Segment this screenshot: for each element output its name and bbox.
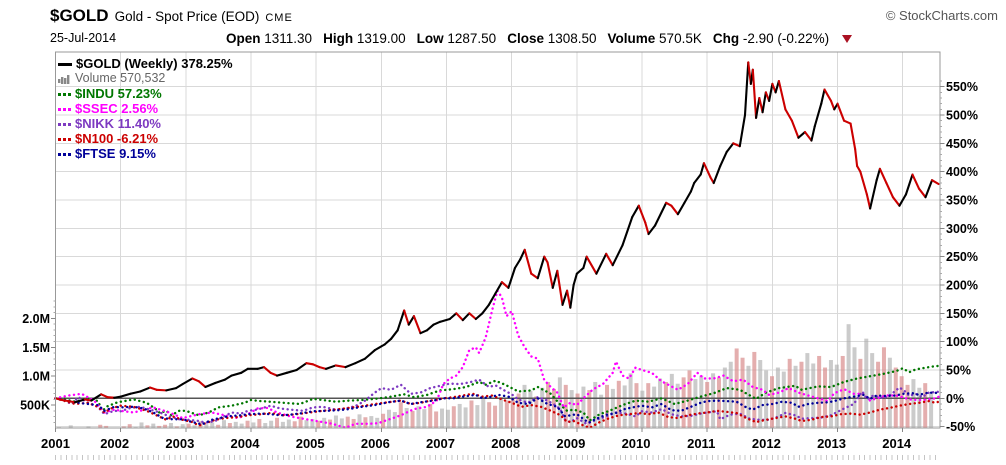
x-axis-year-label: 2009 <box>556 436 585 451</box>
bottom-axis: 2001 2002 2003 2004 2005 2006 2007 2008 2009 2010… <box>41 428 936 460</box>
gridlines <box>55 52 940 428</box>
quote-field-value: 1308.50 <box>543 31 597 46</box>
legend-item-n100: $N100 -6.21% <box>58 131 233 146</box>
left-axis-label: 1.5M <box>22 341 50 355</box>
right-axis-label: 300% <box>946 222 978 236</box>
series-gold <box>54 61 940 404</box>
legend-item-ftse: $FTSE 9.15% <box>58 146 233 161</box>
x-axis-year-label: 2006 <box>361 436 390 451</box>
chart-legend: $GOLD (Weekly) 378.25% Volume 570,532 $IND… <box>58 56 233 161</box>
series-ftse <box>54 391 940 426</box>
quote-field-label: Low <box>416 31 444 46</box>
series-nikk <box>54 378 940 426</box>
legend-item-label: $NIKK 11.40% <box>75 116 161 131</box>
right-axis-label: 550% <box>946 80 978 94</box>
right-axis-label: 250% <box>946 250 978 264</box>
legend-item-label: $SSEC 2.56% <box>75 101 159 116</box>
quote-field-label: Chg <box>712 31 740 46</box>
x-axis-year-label: 2002 <box>100 436 129 451</box>
x-axis-year-label: 2004 <box>231 436 261 451</box>
legend-item-nikk: $NIKK 11.40% <box>58 116 233 131</box>
right-axis-label: 50% <box>946 363 971 377</box>
dotted-line-marker-icon <box>58 123 71 127</box>
dotted-line-marker-icon <box>58 138 71 142</box>
quote-field-high: High 1319.00 <box>323 31 406 46</box>
volume-histogram-icon <box>58 74 70 84</box>
series-indu <box>54 364 940 422</box>
right-axis-label: 350% <box>946 194 978 208</box>
right-axis-label: 100% <box>946 335 978 349</box>
stockcharts-copyright: © StockCharts.com <box>885 8 998 23</box>
quote-field-value: 1319.00 <box>353 31 406 46</box>
x-axis-year-label: 2001 <box>41 436 70 451</box>
x-axis-year-label: 2010 <box>622 436 651 451</box>
volume-bars <box>57 324 934 428</box>
quote-field-volume: Volume 570.5K <box>608 31 702 46</box>
x-axis-year-label: 2013 <box>817 436 846 451</box>
x-axis-year-label: 2014 <box>882 436 912 451</box>
quote-field-value: 570.5K <box>655 31 702 46</box>
legend-item-label: $INDU 57.23% <box>75 86 162 101</box>
ticker-description: Gold - Spot Price (EOD) <box>114 9 260 24</box>
exchange-label: CME <box>265 12 293 24</box>
left-axis: 2.0M 1.5M 1.0M 500K <box>20 300 56 423</box>
quote-field-label: High <box>323 31 354 46</box>
x-axis-year-label: 2005 <box>296 436 325 451</box>
left-axis-label: 500K <box>20 399 50 413</box>
x-axis-year-label: 2012 <box>752 436 781 451</box>
right-axis-label: 0% <box>946 392 964 406</box>
quote-field-value: -2.90 (-0.22%) <box>739 31 830 46</box>
quote-field-open: Open 1311.30 <box>226 31 312 46</box>
left-axis-label: 2.0M <box>22 312 50 326</box>
quote-field-low: Low 1287.50 <box>417 31 497 46</box>
quote-field-label: Close <box>507 31 544 46</box>
right-axis-label: 150% <box>946 307 978 321</box>
legend-item-label: $N100 -6.21% <box>75 131 159 146</box>
x-axis-year-label: 2007 <box>426 436 455 451</box>
right-axis-label: 500% <box>946 109 978 123</box>
quote-field-value: 1287.50 <box>443 31 497 46</box>
quote-field-label: Volume <box>607 31 656 46</box>
legend-item-gold: $GOLD (Weekly) 378.25% <box>58 56 233 71</box>
gold-line-marker-icon <box>58 63 72 67</box>
right-axis: 550% 500% 450% 400% 350% 300% 250% 200% 150% 100%… <box>940 80 978 434</box>
series-n100 <box>54 392 940 430</box>
legend-item-indu: $INDU 57.23% <box>58 86 233 101</box>
x-axis-year-label: 2008 <box>491 436 520 451</box>
x-axis-year-label: 2011 <box>687 436 715 451</box>
dotted-line-marker-icon <box>58 108 71 112</box>
dotted-line-marker-icon <box>58 153 71 157</box>
quote-date: 25-Jul-2014 <box>50 31 117 45</box>
right-axis-label: -50% <box>946 420 975 434</box>
quote-field-label: Open <box>226 31 261 46</box>
dotted-line-marker-icon <box>58 93 71 97</box>
legend-item-volume: Volume 570,532 <box>58 71 233 86</box>
right-axis-label: 450% <box>946 137 978 151</box>
right-axis-label: 200% <box>946 279 978 293</box>
quote-field-value: 1311.30 <box>260 31 313 46</box>
series-ssec <box>54 287 940 430</box>
quote-field-close: Close 1308.50 <box>507 31 596 46</box>
x-axis-year-label: 2003 <box>165 436 194 451</box>
legend-item-ssec: $SSEC 2.56% <box>58 101 233 116</box>
chart-header: $GOLD Gold - Spot Price (EOD) CME <box>50 6 293 26</box>
right-axis-label: 400% <box>946 165 978 179</box>
quote-field-chg: Chg -2.90 (-0.22%) <box>713 31 829 46</box>
change-down-triangle-icon <box>842 35 853 44</box>
ticker-symbol: $GOLD <box>50 6 109 25</box>
quote-fields: Open 1311.30 High 1319.00 Low 1287.50 Close… <box>226 31 853 46</box>
legend-item-label: Volume 570,532 <box>75 71 166 85</box>
left-axis-label: 1.0M <box>22 370 50 384</box>
legend-item-label: $FTSE 9.15% <box>75 146 156 161</box>
legend-item-label: $GOLD (Weekly) 378.25% <box>76 56 233 71</box>
